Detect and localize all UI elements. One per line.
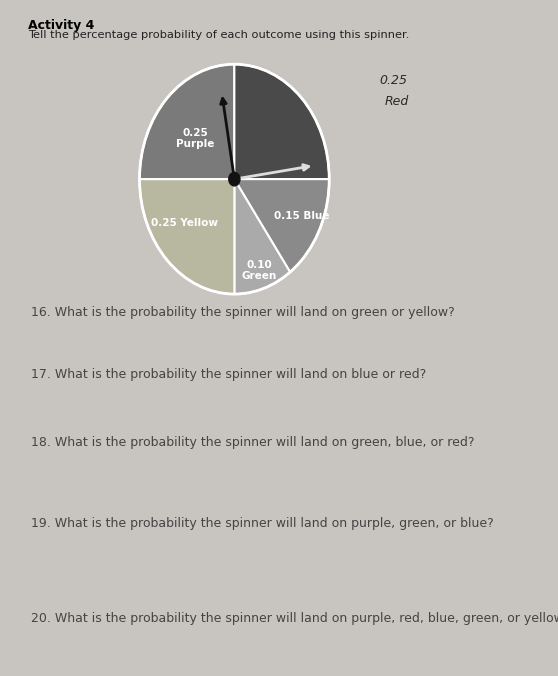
Text: 0.10
Green: 0.10 Green	[242, 260, 277, 281]
Text: Tell the percentage probability of each outcome using this spinner.: Tell the percentage probability of each …	[28, 30, 409, 41]
Text: 0.25
Purple: 0.25 Purple	[176, 128, 214, 149]
Text: 0.25: 0.25	[379, 74, 407, 87]
Text: 19. What is the probability the spinner will land on purple, green, or blue?: 19. What is the probability the spinner …	[31, 517, 493, 530]
Wedge shape	[140, 64, 234, 179]
Text: 16. What is the probability the spinner will land on green or yellow?: 16. What is the probability the spinner …	[31, 306, 454, 318]
Wedge shape	[140, 179, 234, 294]
Text: 20. What is the probability the spinner will land on purple, red, blue, green, o: 20. What is the probability the spinner …	[31, 612, 558, 625]
Text: Activity 4: Activity 4	[28, 19, 94, 32]
Text: 0.25 Yellow: 0.25 Yellow	[151, 218, 218, 228]
Wedge shape	[234, 179, 290, 294]
Wedge shape	[234, 64, 329, 179]
Text: 0.15 Blue: 0.15 Blue	[273, 212, 329, 221]
Text: Red: Red	[385, 95, 409, 107]
Text: 18. What is the probability the spinner will land on green, blue, or red?: 18. What is the probability the spinner …	[31, 436, 474, 449]
Wedge shape	[234, 179, 329, 272]
Text: 17. What is the probability the spinner will land on blue or red?: 17. What is the probability the spinner …	[31, 368, 426, 381]
Circle shape	[229, 172, 240, 186]
